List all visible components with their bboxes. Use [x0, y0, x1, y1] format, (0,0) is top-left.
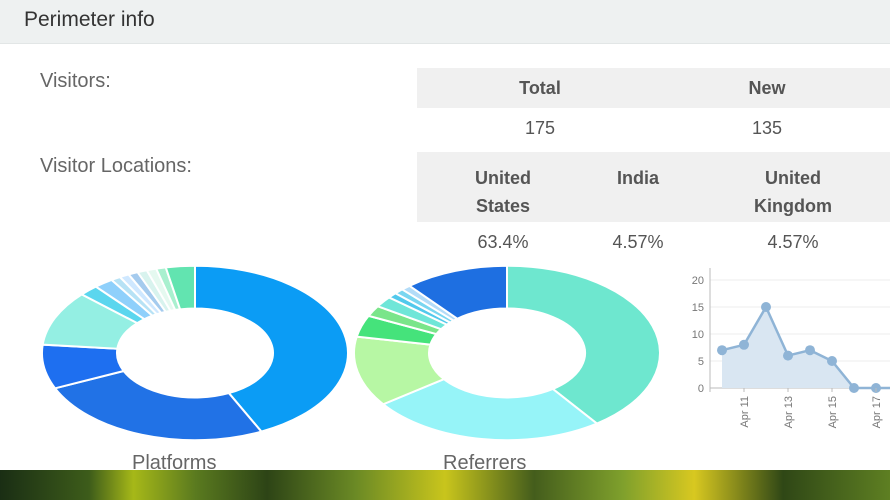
platforms-chart	[41, 265, 349, 442]
visits-point-0[interactable]	[717, 345, 727, 356]
platforms-slice-0[interactable]	[194, 265, 349, 433]
location-header-india: India	[588, 164, 688, 192]
location-header-uk-line1: United	[765, 168, 821, 188]
location-header-uk: United Kingdom	[728, 164, 858, 220]
location-value-us: 63.4%	[477, 232, 529, 252]
visits-line	[721, 304, 890, 390]
visits-area-fill	[722, 307, 890, 388]
referrers-chart	[353, 265, 661, 442]
visits-point-1[interactable]	[739, 339, 749, 350]
platforms-label: Platforms	[132, 452, 217, 474]
location-header-us: United States	[448, 164, 558, 220]
visits-xtick-3: Apr 17	[871, 396, 883, 428]
visits-xtick-1: Apr 13	[783, 396, 795, 428]
location-header-india-line1: India	[616, 168, 659, 188]
visitors-label: Visitors:	[40, 70, 111, 92]
visits-ytick-0: 0	[698, 383, 704, 395]
visits-ytick-2: 10	[692, 329, 704, 341]
visits-point-5[interactable]	[827, 356, 837, 366]
visitor-locations-label: Visitor Locations:	[40, 155, 192, 177]
referrers-slice-9[interactable]	[407, 265, 508, 320]
visits-ytick-3: 15	[692, 302, 704, 314]
panel-header: Perimeter info	[0, 0, 890, 44]
referrers-slice-1[interactable]	[381, 377, 599, 442]
visitors-table-header	[417, 68, 890, 108]
visitors-new-header: New	[748, 78, 786, 98]
visits-xtick-2: Apr 15	[827, 396, 839, 428]
visitors-total-header: Total	[519, 78, 561, 98]
location-header-uk-line2: Kingdom	[754, 196, 832, 216]
referrers-label: Referrers	[443, 452, 527, 474]
referrers-slice-0[interactable]	[506, 265, 661, 425]
background-image-strip	[0, 470, 890, 500]
visits-xtick-0: Apr 11	[739, 396, 751, 428]
platforms-slice-1[interactable]	[53, 369, 264, 442]
visits-point-3[interactable]	[783, 350, 793, 361]
location-value-uk: 4.57%	[767, 232, 819, 252]
panel-title: Perimeter info	[24, 8, 155, 31]
platforms-slice-12[interactable]	[164, 265, 196, 311]
location-header-us-line2: States	[475, 196, 531, 216]
visitors-new-value: 135	[751, 118, 783, 138]
location-header-us-line1: United	[475, 168, 531, 188]
visits-point-6[interactable]	[849, 383, 859, 393]
location-value-india: 4.57%	[612, 232, 664, 252]
locations-table-header	[417, 152, 890, 222]
visits-point-4[interactable]	[805, 345, 815, 356]
visits-point-2[interactable]	[761, 302, 771, 312]
visitors-total-value: 175	[524, 118, 556, 138]
visits-ytick-4: 20	[692, 275, 704, 287]
visits-ytick-1: 5	[698, 356, 704, 368]
